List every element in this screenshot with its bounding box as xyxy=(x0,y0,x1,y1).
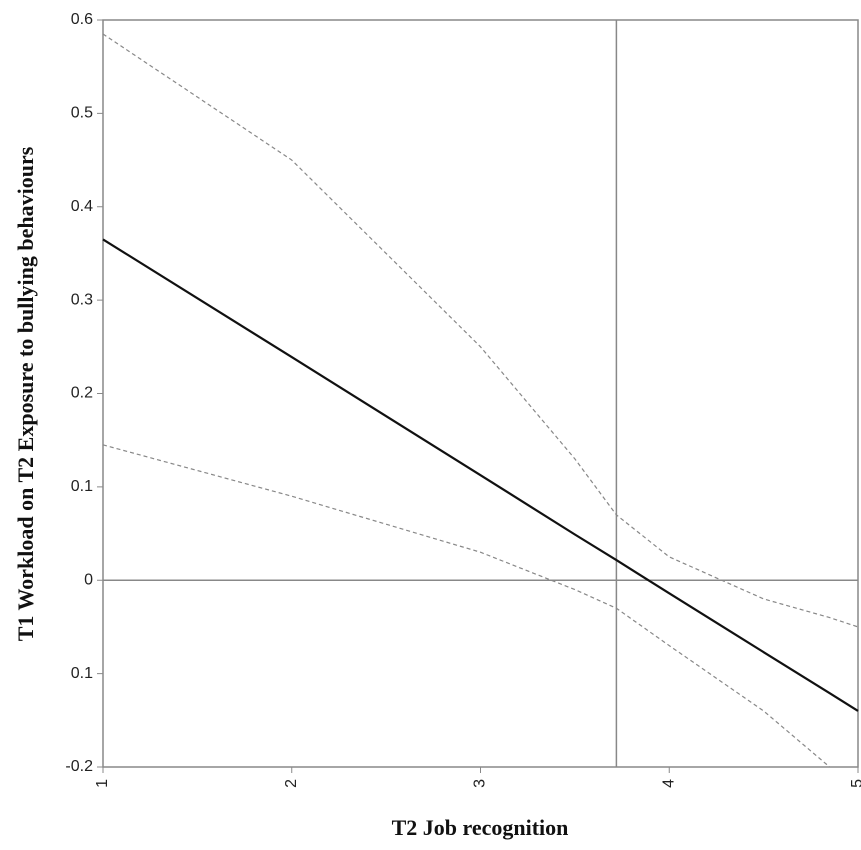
x-tick-label: 2 xyxy=(283,779,300,788)
y-tick-label: 0 xyxy=(84,571,93,588)
y-tick-label: 0.6 xyxy=(71,11,93,28)
confidence-line xyxy=(102,33,859,628)
y-tick-label: 0.5 xyxy=(71,105,93,122)
y-axis-title: T1 Workload on T2 Exposure to bullying b… xyxy=(13,146,38,641)
y-tick-label: 0.3 xyxy=(71,291,93,308)
y-tick-label: -0.2 xyxy=(65,758,93,775)
x-tick-label: 4 xyxy=(660,779,677,788)
x-tick-label: 5 xyxy=(849,779,861,788)
confidence-line xyxy=(102,444,831,768)
x-tick-label: 1 xyxy=(94,779,111,788)
x-axis-title: T2 Job recognition xyxy=(392,815,569,840)
y-tick-label: 0.1 xyxy=(71,478,93,495)
y-tick-label: 0.4 xyxy=(71,198,93,215)
x-tick-label: 3 xyxy=(472,779,489,788)
plot-frame xyxy=(102,19,859,768)
effect-line xyxy=(102,238,859,712)
y-tick-label: 0.2 xyxy=(71,385,93,402)
y-tick-label: 0.1 xyxy=(71,665,93,682)
